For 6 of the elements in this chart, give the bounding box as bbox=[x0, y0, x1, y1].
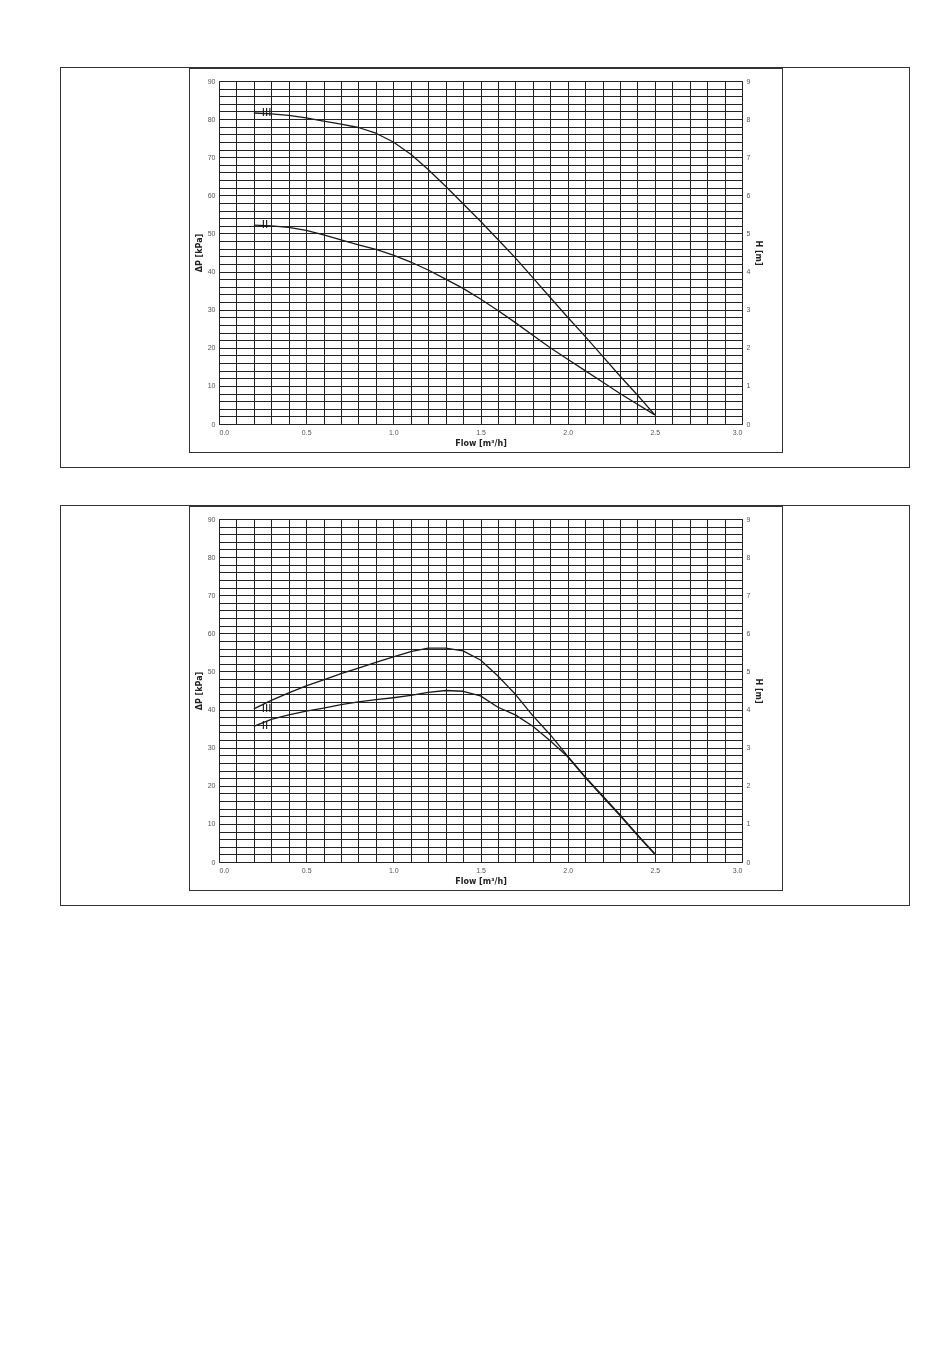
x-axis-title: Flow [m³/h] bbox=[455, 438, 507, 448]
x-axis-title: Flow [m³/h] bbox=[455, 876, 507, 886]
y2-axis-title: H [m] bbox=[754, 678, 764, 704]
y-axis-title: ΔP [kPa] bbox=[194, 233, 204, 273]
y-axis-title: ΔP [kPa] bbox=[194, 671, 204, 711]
y2-axis-title: H [m] bbox=[754, 240, 764, 266]
